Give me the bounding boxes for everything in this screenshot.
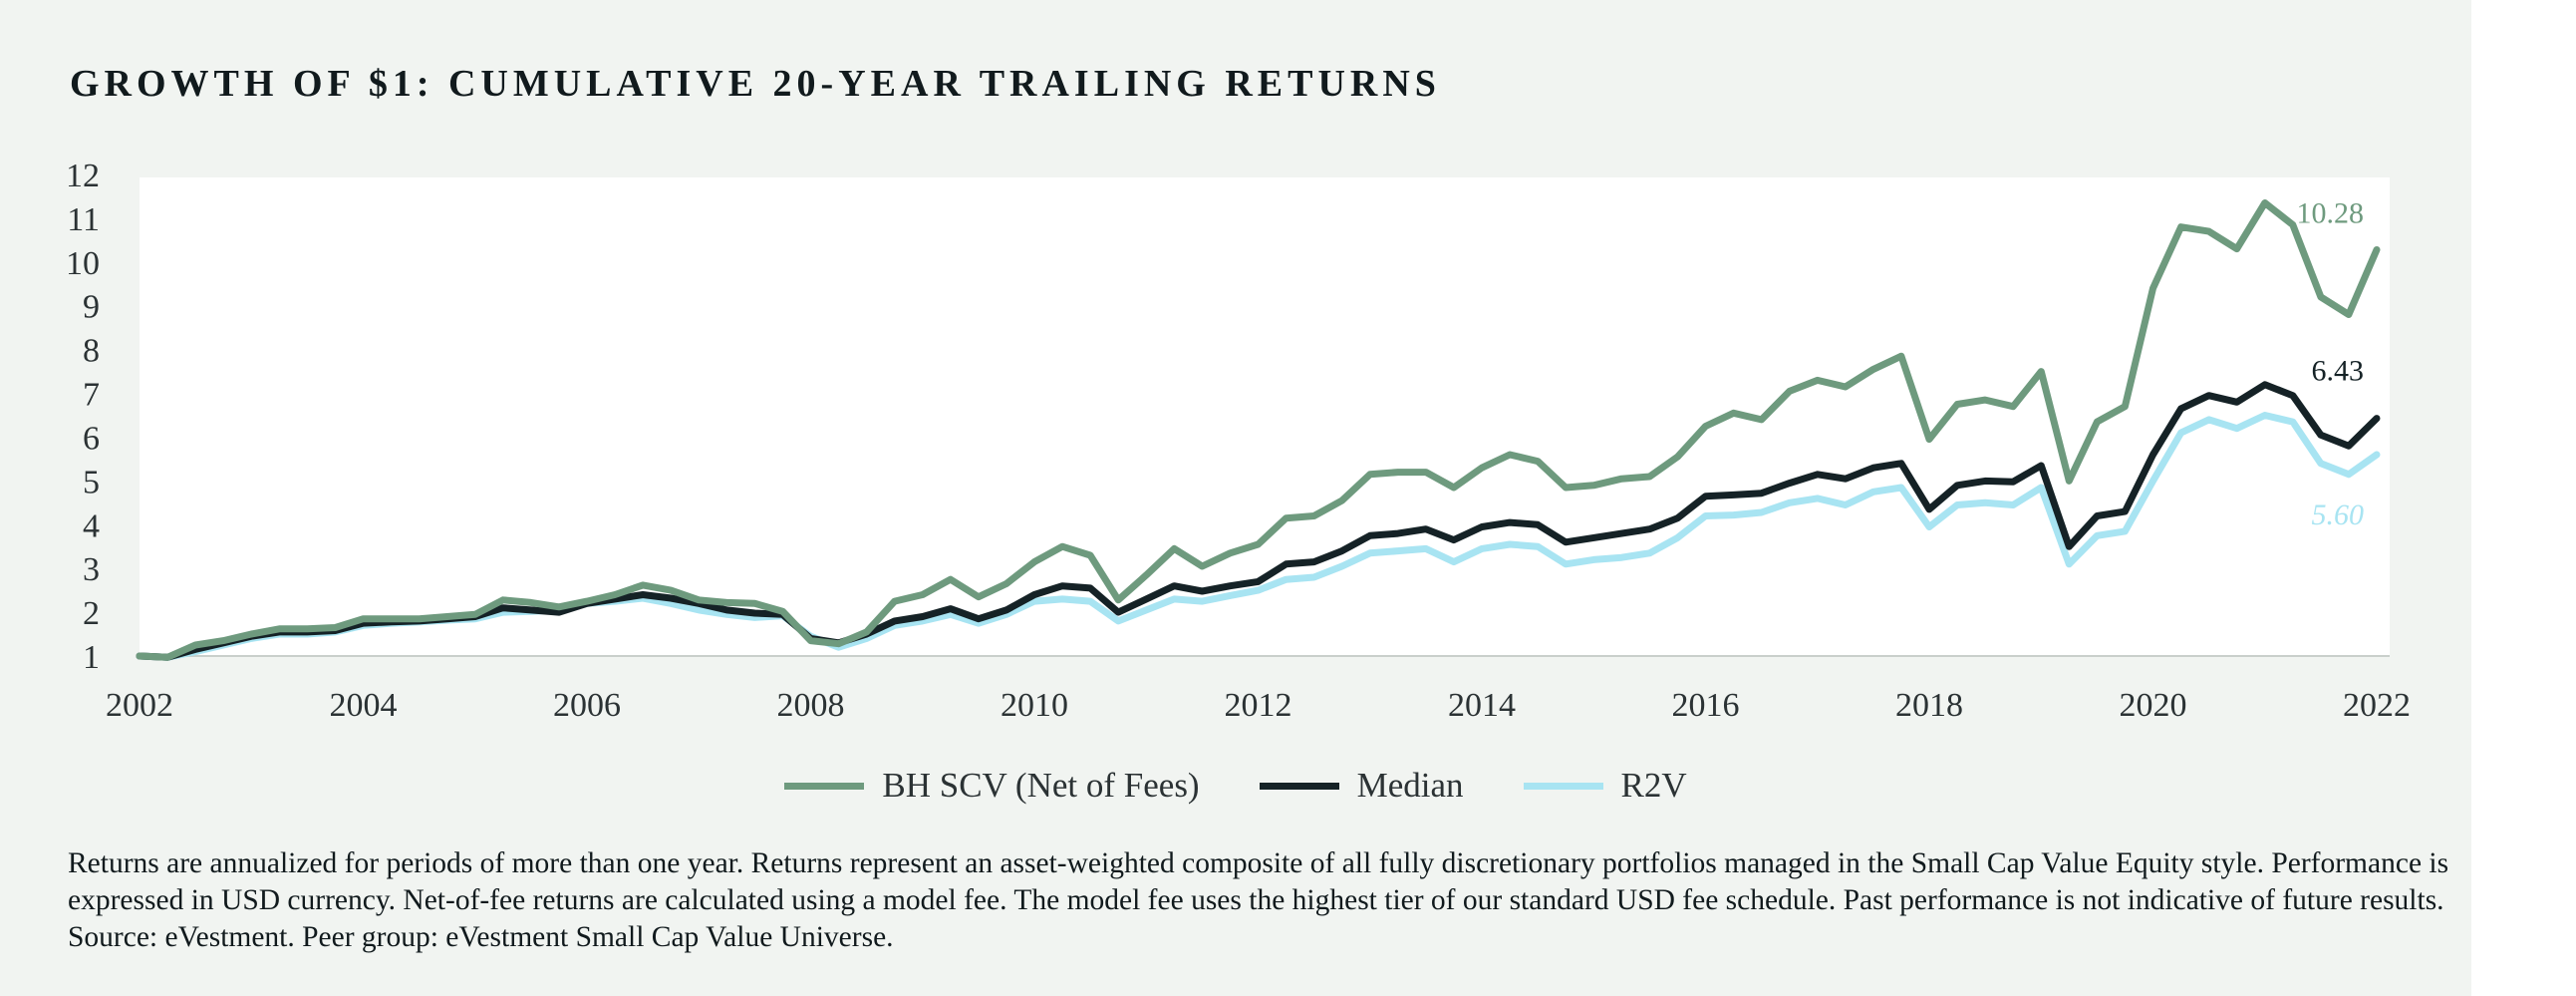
x-tick-label: 2002 (106, 687, 173, 724)
legend-label-r2v: R2V (1620, 766, 1687, 805)
legend-swatch-median (1259, 782, 1339, 790)
y-tick-label: 7 (83, 377, 100, 414)
legend-swatch-r2v (1523, 782, 1603, 790)
y-tick-label: 10 (66, 245, 100, 282)
y-tick-label: 8 (83, 333, 100, 370)
y-tick-label: 6 (83, 420, 100, 457)
y-tick-label: 11 (67, 201, 100, 238)
end-label-bh-scv: 10.28 (2297, 197, 2365, 230)
series-line-median (136, 381, 2381, 661)
legend-item-median: Median (1259, 766, 1464, 806)
footnote: Returns are annualized for periods of mo… (68, 847, 2449, 953)
y-tick-label: 5 (83, 464, 100, 500)
y-tick-label: 9 (83, 289, 100, 326)
end-label-r2v: 5.60 (2312, 498, 2365, 531)
legend-swatch-bh-scv (784, 782, 865, 790)
x-tick-label: 2014 (1448, 687, 1516, 724)
y-tick-label: 4 (83, 507, 100, 544)
chart-title: GROWTH OF $1: CUMULATIVE 20-YEAR TRAILIN… (70, 63, 1441, 105)
x-axis: 2002 2004 2006 2008 2010 2012 2014 2016 2018 2020… (106, 687, 2411, 724)
y-tick-label: 3 (83, 551, 100, 588)
x-tick-label: 2010 (1001, 687, 1068, 724)
end-labels: 10.28 6.43 5.60 (2297, 197, 2365, 531)
x-tick-label: 2008 (777, 687, 845, 724)
x-tick-label: 2004 (330, 687, 398, 724)
legend-label-median: Median (1356, 766, 1464, 805)
legend-item-r2v: R2V (1523, 766, 1687, 806)
y-tick-label: 12 (66, 158, 100, 194)
y-tick-label: 2 (83, 595, 100, 632)
x-tick-label: 2016 (1672, 687, 1740, 724)
x-tick-label: 2018 (1895, 687, 1963, 724)
x-tick-label: 2020 (2120, 687, 2187, 724)
end-label-median: 6.43 (2312, 355, 2365, 388)
legend-label-bh-scv: BH SCV (Net of Fees) (882, 766, 1200, 805)
series-lines (136, 199, 2381, 661)
legend: BH SCV (Net of Fees) Median R2V (0, 766, 2471, 806)
legend-item-bh-scv: BH SCV (Net of Fees) (784, 766, 1200, 806)
y-tick-label: 1 (83, 639, 100, 676)
x-tick-label: 2006 (553, 687, 621, 724)
x-tick-label: 2012 (1225, 687, 1292, 724)
series-line-bh-scv (136, 199, 2381, 661)
x-tick-label: 2022 (2343, 687, 2411, 724)
chart-panel: GROWTH OF $1: CUMULATIVE 20-YEAR TRAILIN… (0, 0, 2471, 996)
